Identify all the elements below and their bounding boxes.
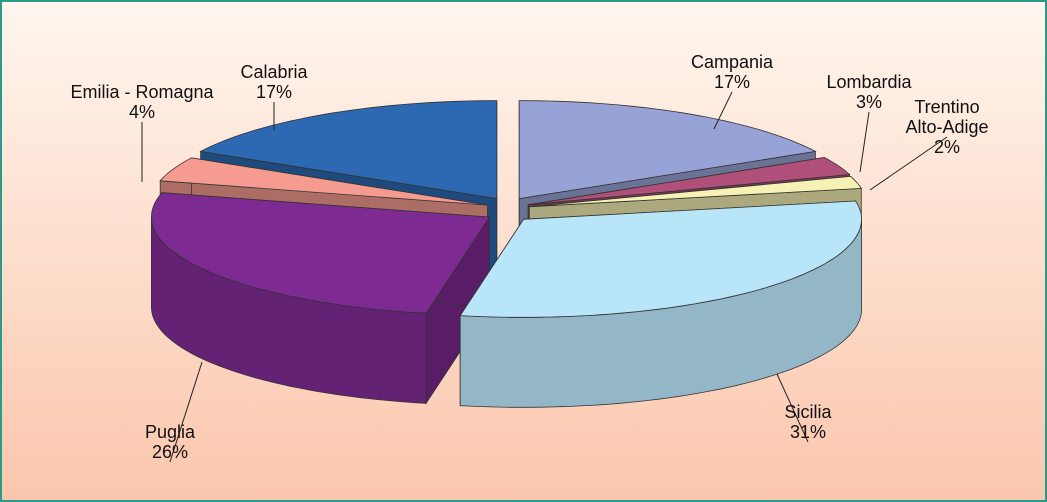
- label-name: Calabria: [240, 62, 308, 82]
- leader-line: [869, 136, 948, 191]
- slice: [199, 100, 498, 200]
- slice: [528, 157, 851, 206]
- slice: [459, 200, 862, 318]
- leader-line: [859, 111, 870, 173]
- label-value: 4%: [128, 102, 155, 122]
- label-name: Emilia - Romagna: [70, 82, 214, 102]
- label-value: 2%: [933, 137, 960, 157]
- label-name: Lombardia: [826, 72, 912, 92]
- data-label: Sicilia 31%: [784, 402, 831, 442]
- slice: [518, 100, 817, 200]
- label-value: 17%: [713, 72, 751, 92]
- label-value: 17%: [255, 82, 293, 102]
- data-label: Lombardia 3%: [826, 72, 911, 112]
- slice: [159, 157, 488, 206]
- label-value: 3%: [855, 92, 882, 112]
- data-label: Trentino Alto-Adige 2%: [902, 97, 992, 157]
- label-name: Puglia: [144, 422, 196, 442]
- data-label: Emilia - Romagna 4%: [70, 82, 213, 122]
- leader-line: [713, 91, 733, 130]
- label-name: Trentino Alto-Adige: [905, 97, 989, 137]
- label-value: 31%: [789, 422, 827, 442]
- slice: [529, 175, 863, 208]
- label-name: Sicilia: [784, 402, 832, 422]
- label-name: Campania: [690, 52, 774, 72]
- label-value: 26%: [151, 442, 189, 462]
- data-label: Campania 17%: [691, 52, 773, 92]
- slice: [151, 192, 491, 314]
- data-label: Calabria 17%: [240, 62, 307, 102]
- data-label: Puglia 26%: [145, 422, 195, 462]
- leader-line: [169, 361, 203, 463]
- leader-line: [776, 373, 809, 443]
